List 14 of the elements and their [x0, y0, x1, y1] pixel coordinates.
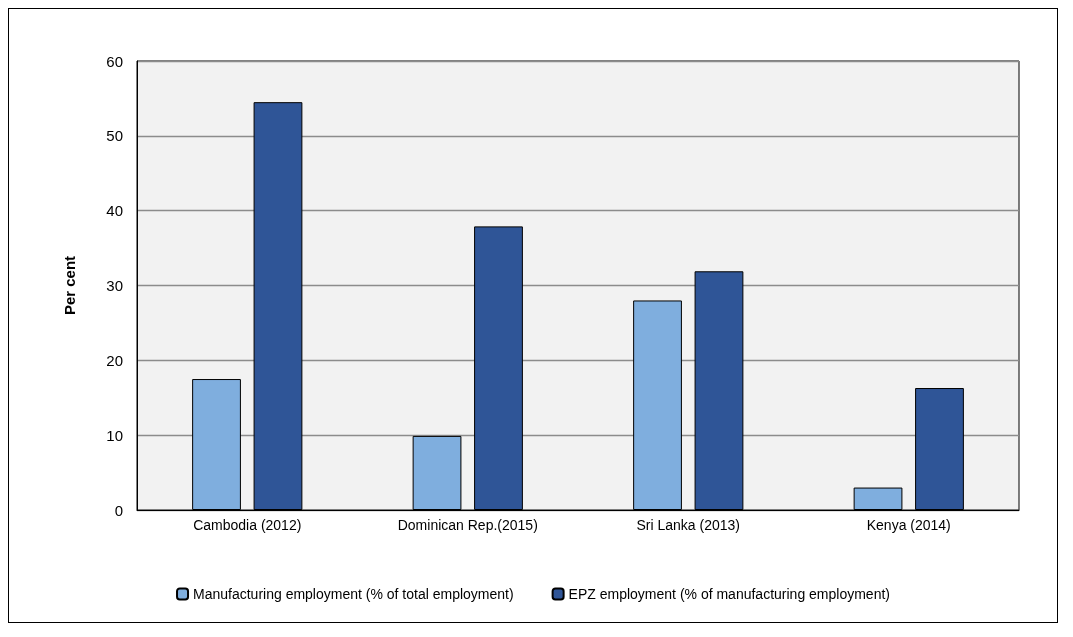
- y-tick-label: 30: [106, 277, 123, 294]
- y-tick-label: 10: [106, 426, 123, 444]
- y-tick-label: 20: [106, 351, 123, 369]
- x-tick-label: Sri Lanka (2013): [636, 517, 741, 533]
- x-tick-label: Kenya (2014): [866, 517, 951, 533]
- legend-label: Manufacturing employment (% of total employment): [193, 586, 514, 602]
- y-axis-title: Per cent: [61, 255, 78, 316]
- x-tick-label: Dominican Rep.(2015): [397, 517, 538, 533]
- y-tick-label: 60: [106, 52, 123, 70]
- y-tick-label: 40: [106, 202, 123, 220]
- y-tick-label: 0: [114, 501, 123, 519]
- y-tick-label: 50: [106, 127, 123, 145]
- x-tick-label: Cambodia (2012): [193, 517, 302, 533]
- legend-label: EPZ employment (% of manufacturing employment): [568, 586, 890, 602]
